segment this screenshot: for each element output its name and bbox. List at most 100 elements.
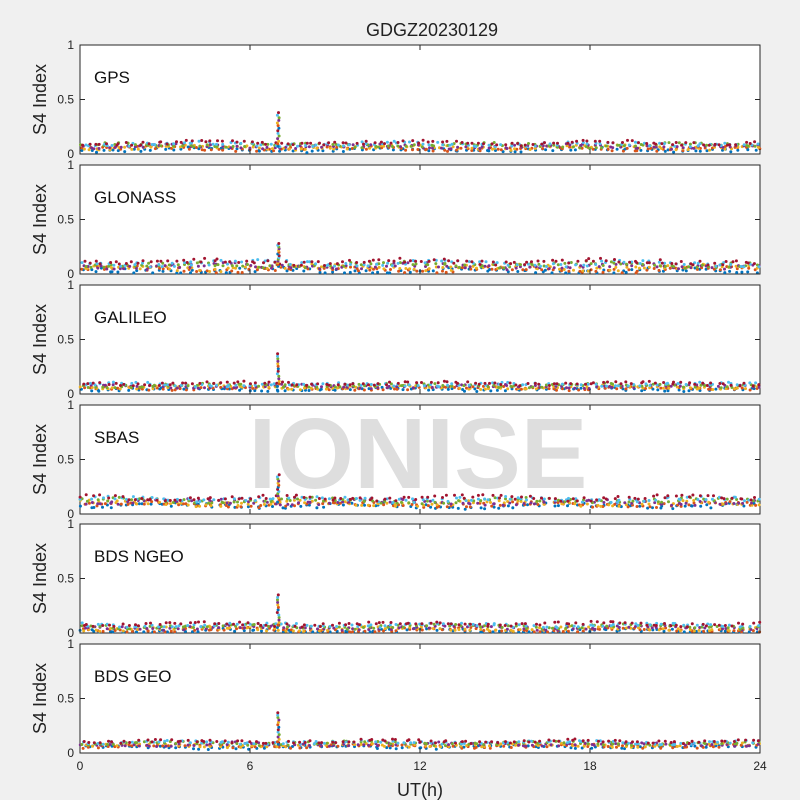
data-point [216, 139, 219, 143]
data-point [187, 147, 191, 151]
data-point [155, 259, 159, 263]
data-point [714, 264, 718, 268]
data-point [582, 263, 586, 267]
data-point [230, 269, 234, 273]
data-point [107, 496, 111, 500]
data-point [186, 145, 190, 149]
data-point [368, 268, 372, 272]
data-point [629, 382, 633, 386]
data-point [174, 742, 178, 745]
data-point [107, 383, 111, 386]
x-axis-ticks: 0 6 12 18 24 [77, 759, 767, 773]
data-point [103, 502, 107, 506]
data-point [368, 146, 372, 150]
data-point [605, 624, 609, 628]
data-point [221, 624, 225, 628]
data-point [184, 502, 188, 506]
data-point [449, 268, 453, 272]
data-point [245, 144, 249, 148]
data-point [573, 737, 577, 741]
data-point [425, 499, 429, 503]
data-point [328, 146, 332, 150]
data-point [632, 386, 636, 390]
data-point [470, 141, 474, 145]
data-point [478, 147, 482, 150]
data-point [125, 630, 129, 634]
data-point [248, 146, 252, 150]
data-point [205, 625, 209, 629]
data-point [711, 388, 715, 391]
data-point [398, 256, 402, 260]
data-point [699, 504, 703, 508]
data-point [259, 623, 263, 627]
data-point [196, 264, 200, 268]
data-point [243, 742, 247, 745]
data-point [389, 141, 393, 145]
data-point [242, 384, 246, 388]
data-point [303, 386, 306, 390]
data-point [738, 384, 742, 388]
data-point [706, 494, 710, 498]
data-point [431, 149, 435, 153]
data-point [383, 142, 386, 146]
data-point [495, 388, 499, 392]
data-point [566, 737, 570, 741]
data-point [357, 628, 361, 632]
data-point [351, 382, 355, 386]
data-point [255, 144, 259, 148]
data-point [257, 146, 261, 150]
data-point [232, 622, 235, 626]
data-point [277, 242, 281, 245]
data-point [80, 267, 84, 271]
panel-label: GLONASS [94, 188, 176, 207]
data-point [567, 622, 571, 626]
data-point [192, 744, 196, 747]
data-point [80, 149, 84, 152]
data-point [627, 143, 631, 147]
data-point [688, 381, 692, 385]
data-point [128, 741, 132, 744]
data-point [208, 738, 212, 742]
data-point [631, 499, 635, 503]
data-point [579, 504, 583, 508]
data-point [362, 263, 366, 267]
data-point [281, 506, 285, 510]
data-point [107, 264, 110, 268]
data-point [749, 498, 753, 502]
data-point [287, 383, 291, 387]
data-point [547, 738, 551, 742]
data-point [516, 270, 520, 273]
data-point [427, 149, 431, 153]
data-point [657, 739, 661, 743]
data-point [732, 740, 736, 743]
data-point [572, 145, 575, 149]
data-point [225, 622, 229, 626]
data-point [168, 499, 172, 502]
data-point [716, 740, 719, 744]
data-point [246, 502, 250, 506]
y-axis-label: S4 Index [30, 424, 50, 495]
data-point [169, 504, 173, 508]
data-point [709, 506, 713, 510]
data-point [456, 506, 460, 510]
panel-scatter [79, 111, 762, 155]
data-point [239, 141, 243, 145]
data-point [318, 625, 322, 628]
data-point [153, 738, 157, 741]
data-point [349, 265, 352, 269]
data-point [291, 143, 295, 147]
data-point [408, 267, 412, 271]
data-point [424, 742, 428, 746]
data-point [337, 625, 341, 629]
data-point [235, 622, 239, 626]
data-point [142, 502, 146, 506]
data-point [556, 620, 560, 624]
data-point [579, 386, 583, 390]
data-point [494, 149, 497, 152]
data-point [135, 269, 139, 273]
data-point [756, 142, 760, 146]
data-point [661, 627, 665, 631]
data-point [170, 388, 174, 392]
data-point [702, 629, 706, 633]
data-point [268, 264, 272, 268]
